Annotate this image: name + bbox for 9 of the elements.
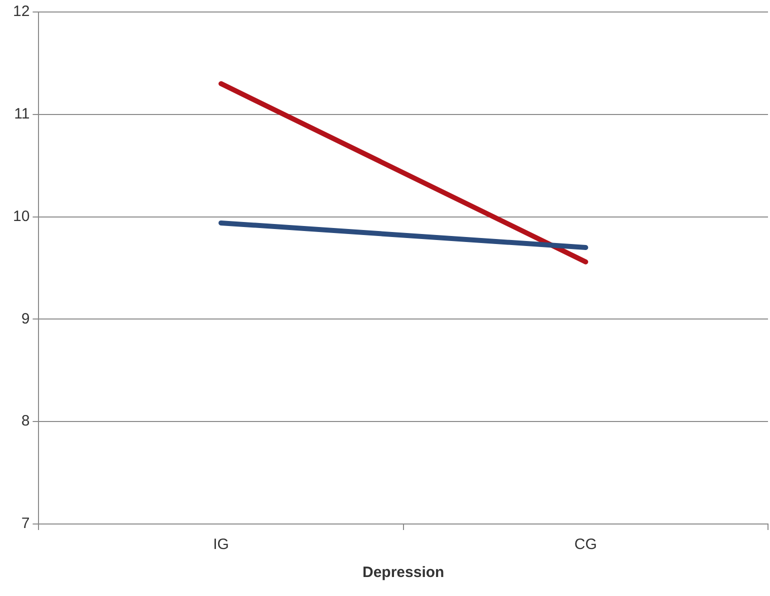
y-tick-label: 11 bbox=[14, 106, 30, 123]
x-tick-label: CG bbox=[574, 536, 597, 554]
x-axis-title: Depression bbox=[362, 564, 444, 582]
x-tick-label: IG bbox=[213, 536, 229, 554]
y-tick-label: 10 bbox=[12, 208, 30, 225]
y-tick-label: 7 bbox=[21, 515, 30, 532]
y-tick-label: 9 bbox=[21, 310, 30, 328]
y-tick-label: 8 bbox=[21, 412, 30, 430]
y-tick-label: 12 bbox=[12, 3, 30, 20]
